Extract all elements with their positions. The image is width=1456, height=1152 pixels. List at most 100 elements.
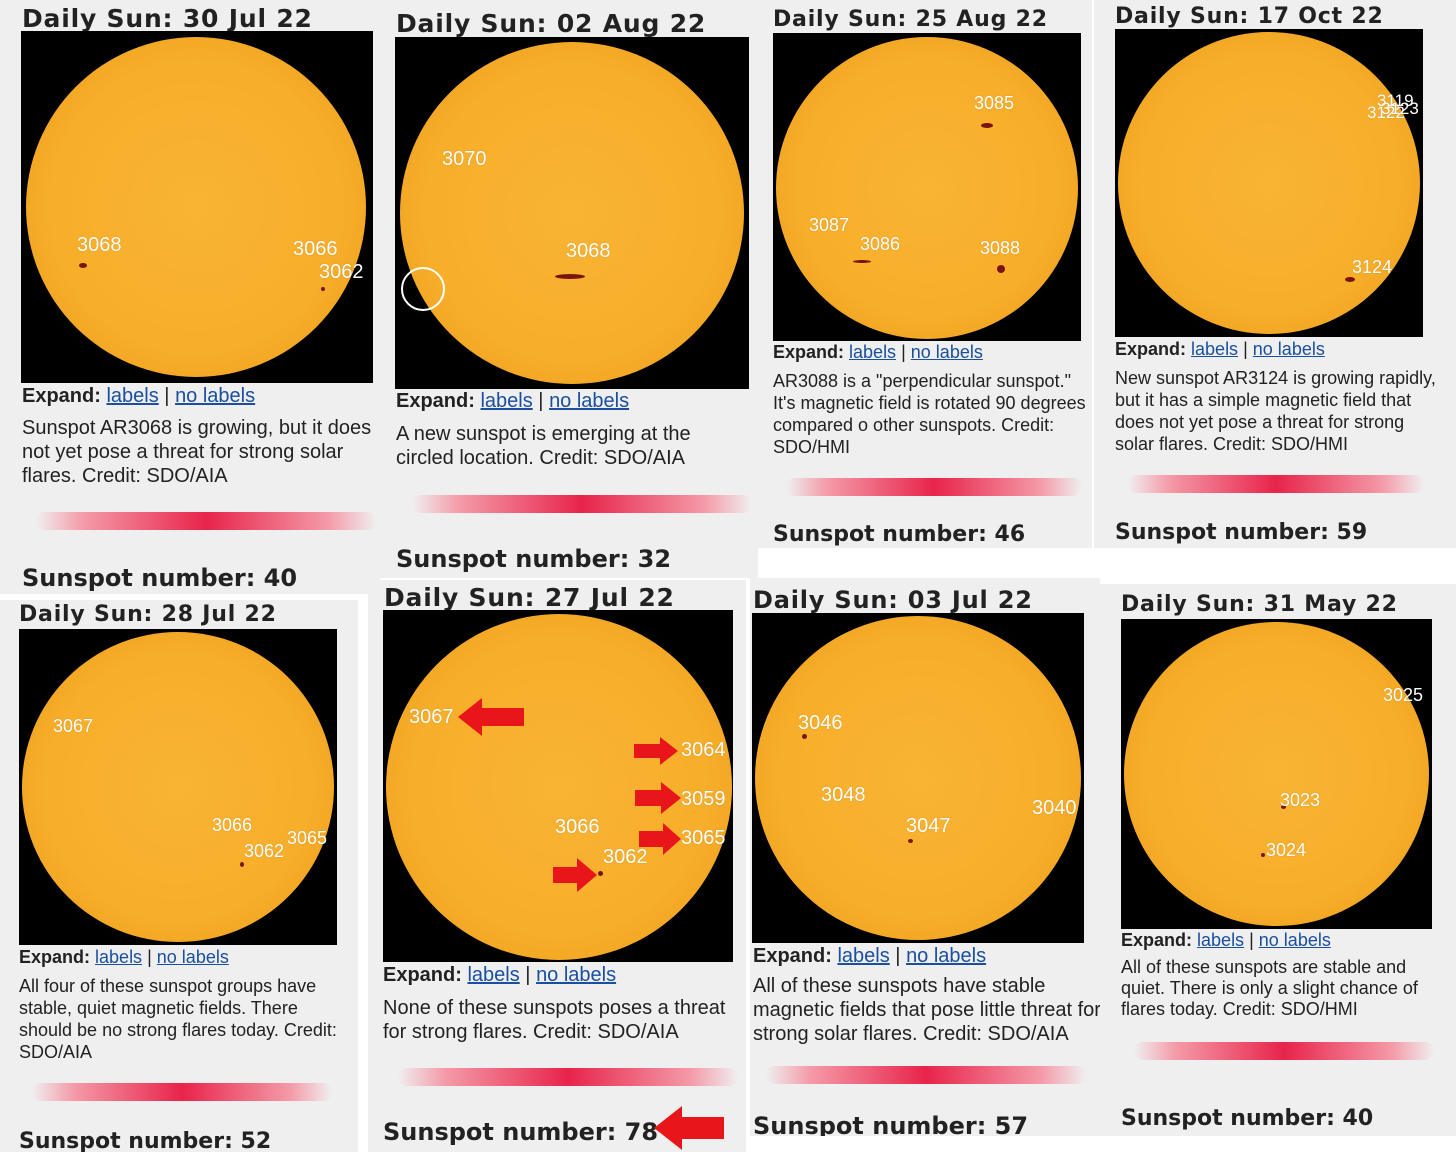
separator: | bbox=[1249, 930, 1254, 950]
sunspot-label: 3066 bbox=[555, 816, 600, 838]
sunspot-mark bbox=[321, 287, 325, 291]
panel-title: Daily Sun: 03 Jul 22 bbox=[753, 586, 1033, 614]
labels-link[interactable]: labels bbox=[480, 390, 533, 412]
sunspot-label: 3062 bbox=[244, 841, 285, 861]
labels-link[interactable]: labels bbox=[106, 385, 159, 407]
sunspot-label: 3023 bbox=[1280, 790, 1321, 810]
no-labels-link[interactable]: no labels bbox=[910, 342, 983, 362]
sunspot-mark bbox=[79, 263, 87, 268]
separator: | bbox=[538, 390, 544, 412]
sun-image[interactable]: 3025 3023 3024 bbox=[1121, 619, 1432, 929]
expand-row: Expand: labels | no labels bbox=[396, 390, 629, 413]
sunspot-label: 3086 bbox=[860, 234, 901, 254]
sunspot-label: 3047 bbox=[906, 815, 951, 837]
sun-disk bbox=[400, 42, 744, 384]
labels-link[interactable]: labels bbox=[837, 945, 890, 967]
sun-image[interactable]: 3085 3087 3086 3088 bbox=[773, 33, 1081, 341]
sun-image[interactable]: 3067 3066 3065 3062 bbox=[19, 629, 337, 945]
sunspot-number: Sunspot number: 46 bbox=[773, 522, 1026, 547]
sunspot-label: 3068 bbox=[566, 240, 611, 262]
sunspot-label: 3040 bbox=[1032, 797, 1077, 819]
expand-row: Expand: labels | no labels bbox=[22, 385, 255, 408]
separator: | bbox=[164, 385, 170, 407]
sunspot-mark bbox=[240, 862, 244, 867]
no-labels-link[interactable]: no labels bbox=[1252, 339, 1325, 359]
red-arrow-icon bbox=[553, 858, 597, 892]
sun-disk bbox=[755, 616, 1081, 940]
labels-link[interactable]: labels bbox=[1197, 930, 1245, 950]
description: All four of these sunspot groups have st… bbox=[19, 976, 337, 1062]
panel-title: Daily Sun: 31 May 22 bbox=[1121, 592, 1398, 617]
sunspot-label: 3070 bbox=[442, 148, 487, 170]
sunspot-number: Sunspot number: 40 bbox=[22, 564, 298, 592]
labels-link[interactable]: labels bbox=[849, 342, 897, 362]
sunspot-mark bbox=[997, 265, 1005, 273]
labels-link[interactable]: labels bbox=[467, 964, 520, 986]
sunspot-mark bbox=[1345, 277, 1355, 282]
sunspot-label: 3085 bbox=[974, 93, 1015, 113]
sunspot-label: 3124 bbox=[1352, 257, 1393, 277]
sunspot-number: Sunspot number: 78 bbox=[383, 1118, 659, 1146]
sun-image[interactable]: 3068 3066 3062 bbox=[21, 31, 373, 383]
sun-disk bbox=[1124, 622, 1429, 926]
expand-label: Expand: bbox=[1115, 339, 1187, 359]
sunspot-mark bbox=[908, 839, 913, 843]
expand-row: Expand: labels | no labels bbox=[773, 342, 983, 363]
sun-image[interactable]: 3070 3068 bbox=[395, 37, 749, 389]
sunspot-number: Sunspot number: 52 bbox=[19, 1129, 272, 1152]
expand-row: Expand: labels | no labels bbox=[1121, 930, 1331, 951]
no-labels-link[interactable]: no labels bbox=[536, 964, 617, 986]
panel-title: Daily Sun: 17 Oct 22 bbox=[1115, 4, 1384, 29]
sun-disk bbox=[776, 37, 1078, 339]
divider-bar bbox=[1128, 475, 1424, 493]
expand-row: Expand: labels | no labels bbox=[1115, 339, 1325, 360]
red-arrow-icon bbox=[634, 737, 678, 765]
sunspot-label: 3119 bbox=[1377, 91, 1414, 110]
sun-image[interactable]: 3067 3064 3059 3066 3065 3062 bbox=[383, 610, 733, 962]
red-arrow-icon bbox=[654, 1106, 724, 1150]
sunspot-mark bbox=[802, 734, 807, 739]
description: All of these sunspots have stable magnet… bbox=[753, 975, 1100, 1045]
description: AR3088 is a "perpendicular sunspot." It'… bbox=[773, 371, 1086, 457]
sunspot-number: Sunspot number: 57 bbox=[753, 1112, 1029, 1136]
sun-disk bbox=[386, 614, 732, 960]
sunspot-label: 3066 bbox=[293, 238, 338, 260]
divider-bar bbox=[32, 1083, 332, 1101]
sunspot-label: 3025 bbox=[1383, 685, 1424, 705]
expand-label: Expand: bbox=[19, 947, 91, 967]
no-labels-link[interactable]: no labels bbox=[906, 945, 987, 967]
sunspot-mark bbox=[1281, 805, 1286, 809]
sun-image[interactable]: 3046 3048 3047 3040 bbox=[752, 613, 1084, 943]
separator: | bbox=[895, 945, 901, 967]
sunspot-label: 3065 bbox=[287, 828, 328, 848]
panel-27-jul-22: Daily Sun: 27 Jul 22 3067 3064 3059 3066… bbox=[368, 580, 746, 1152]
red-arrow-icon bbox=[635, 782, 681, 814]
expand-row: Expand: labels | no labels bbox=[753, 945, 986, 968]
sunspot-label: 3068 bbox=[77, 234, 122, 256]
sunspot-label: 3066 bbox=[212, 815, 253, 835]
panel-title: Daily Sun: 25 Aug 22 bbox=[773, 7, 1048, 32]
divider-bar bbox=[412, 495, 752, 513]
sunspot-mark bbox=[981, 123, 993, 128]
panel-17-oct-22: Daily Sun: 17 Oct 22 3119 3122 3123 3124… bbox=[1094, 0, 1456, 548]
sunspot-number: Sunspot number: 59 bbox=[1115, 520, 1368, 545]
no-labels-link[interactable]: no labels bbox=[1258, 930, 1331, 950]
no-labels-link[interactable]: no labels bbox=[156, 947, 229, 967]
labels-link[interactable]: labels bbox=[95, 947, 143, 967]
sunspot-label: 3024 bbox=[1266, 840, 1307, 860]
labels-link[interactable]: labels bbox=[1191, 339, 1239, 359]
sunspot-label: 3059 bbox=[681, 788, 726, 810]
no-labels-link[interactable]: no labels bbox=[175, 385, 256, 407]
no-labels-link[interactable]: no labels bbox=[549, 390, 630, 412]
sun-image[interactable]: 3119 3122 3123 3124 bbox=[1115, 29, 1423, 337]
sunspot-label: 3064 bbox=[681, 739, 726, 761]
panel-31-may-22: Daily Sun: 31 May 22 3025 3023 3024 Expa… bbox=[1100, 584, 1456, 1136]
expand-label: Expand: bbox=[753, 945, 832, 967]
divider-bar bbox=[36, 512, 376, 530]
separator: | bbox=[147, 947, 152, 967]
panel-28-jul-22: Daily Sun: 28 Jul 22 3067 3066 3065 3062… bbox=[0, 600, 358, 1152]
sunspot-label: 3048 bbox=[821, 784, 866, 806]
sunspot-mark bbox=[555, 274, 585, 279]
divider-bar bbox=[398, 1068, 738, 1086]
sunspot-number: Sunspot number: 32 bbox=[396, 545, 672, 573]
